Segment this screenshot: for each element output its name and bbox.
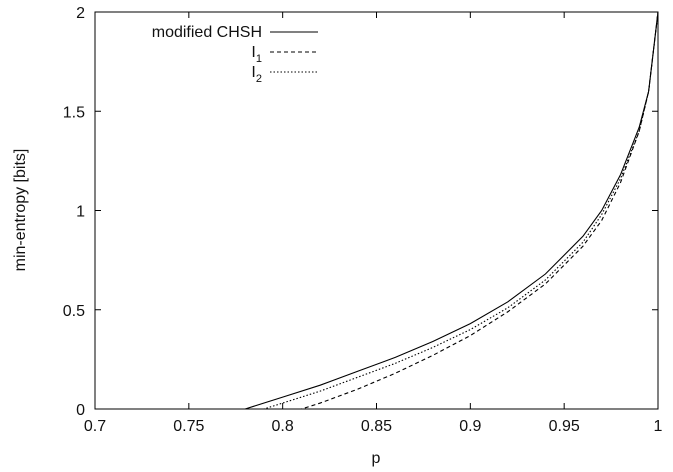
y-tick-label: 1.5 xyxy=(63,104,85,121)
legend-label-1: modified CHSH xyxy=(152,24,262,41)
x-tick-label: 0.95 xyxy=(549,418,580,435)
x-tick-label: 0.85 xyxy=(361,418,392,435)
x-ticks: 0.7 0.75 0.8 0.85 0.9 0.95 1 xyxy=(84,12,663,435)
x-tick-label: 0.8 xyxy=(272,418,294,435)
legend-label-3: I2 xyxy=(251,64,262,85)
series-lines xyxy=(95,11,659,410)
x-tick-label: 0.75 xyxy=(173,418,204,435)
y-tick-label: 1 xyxy=(76,204,85,221)
plot-frame xyxy=(94,11,659,410)
series-line-1 xyxy=(95,11,659,410)
y-tick-label: 0.5 xyxy=(63,303,85,320)
x-tick-label: 0.7 xyxy=(84,418,106,435)
legend-label-2: I1 xyxy=(251,44,262,65)
y-ticks: 0 0.5 1 1.5 2 xyxy=(63,5,658,419)
y-axis-label: min-entropy [bits] xyxy=(12,149,29,272)
x-axis-label: p xyxy=(372,450,381,467)
y-tick-label: 0 xyxy=(76,402,85,419)
x-tick-label: 0.9 xyxy=(459,418,481,435)
series-line-2 xyxy=(95,11,659,410)
x-tick-label: 1 xyxy=(654,418,663,435)
series-line-3 xyxy=(95,11,659,410)
y-tick-label: 2 xyxy=(76,5,85,22)
